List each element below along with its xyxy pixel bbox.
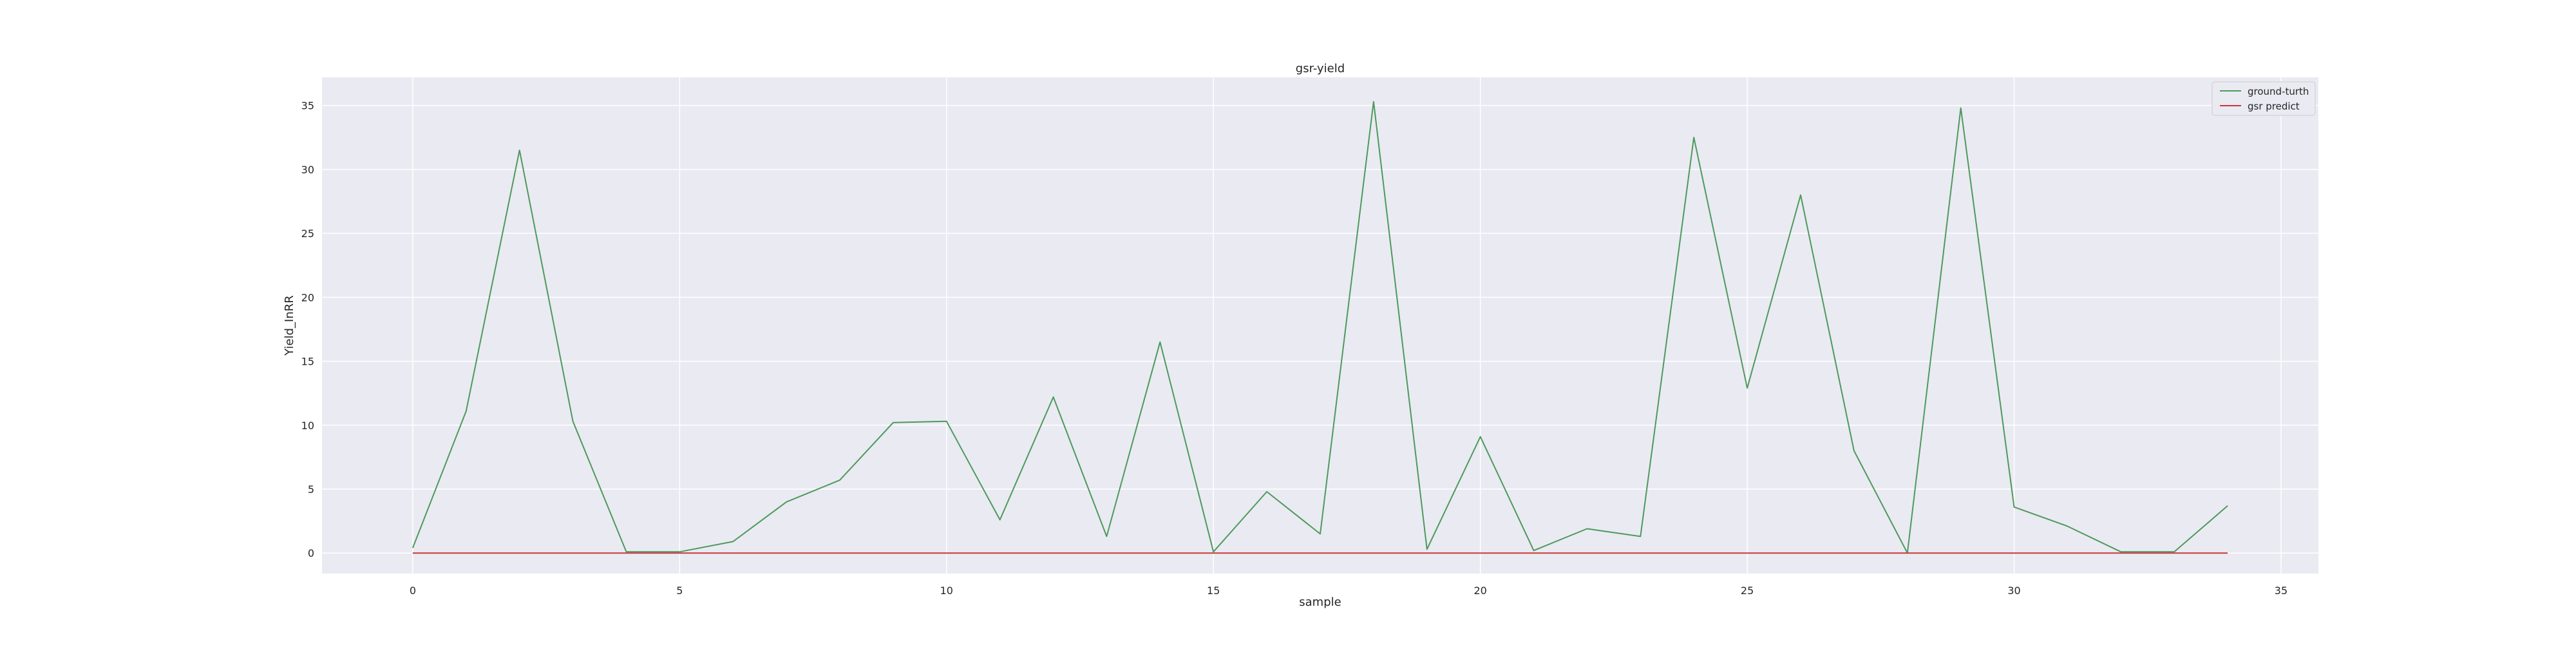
x-tick-label: 25 bbox=[1741, 584, 1754, 597]
legend-label-ground-truth: ground-turth bbox=[2248, 86, 2309, 97]
x-axis-ticks: 0 5 10 15 20 25 30 35 bbox=[410, 584, 2287, 597]
plot-background bbox=[322, 77, 2318, 574]
y-tick-label: 0 bbox=[308, 547, 314, 559]
x-tick-label: 15 bbox=[1207, 584, 1220, 597]
y-tick-label: 10 bbox=[301, 420, 314, 432]
y-tick-label: 35 bbox=[301, 100, 314, 112]
y-axis-ticks: 0 5 10 15 20 25 30 35 bbox=[301, 100, 314, 560]
x-tick-label: 30 bbox=[2007, 584, 2020, 597]
y-axis-label: Yield_InRR bbox=[283, 295, 296, 356]
y-tick-label: 15 bbox=[301, 356, 314, 368]
y-tick-label: 20 bbox=[301, 291, 314, 304]
x-tick-label: 35 bbox=[2275, 584, 2287, 597]
x-tick-label: 0 bbox=[410, 584, 416, 597]
chart-title: gsr-yield bbox=[1296, 62, 1345, 75]
x-tick-label: 20 bbox=[1473, 584, 1486, 597]
y-tick-label: 30 bbox=[301, 164, 314, 176]
legend-label-gsr-predict: gsr predict bbox=[2248, 101, 2300, 112]
series-line-ground-truth bbox=[412, 101, 2228, 554]
y-tick-label: 25 bbox=[301, 227, 314, 240]
x-axis-label: sample bbox=[1299, 595, 1341, 609]
legend: ground-turth gsr predict bbox=[2211, 81, 2316, 116]
x-tick-label: 5 bbox=[676, 584, 683, 597]
y-tick-label: 5 bbox=[308, 483, 314, 496]
x-tick-label: 10 bbox=[940, 584, 953, 597]
series-lines bbox=[412, 101, 2228, 554]
